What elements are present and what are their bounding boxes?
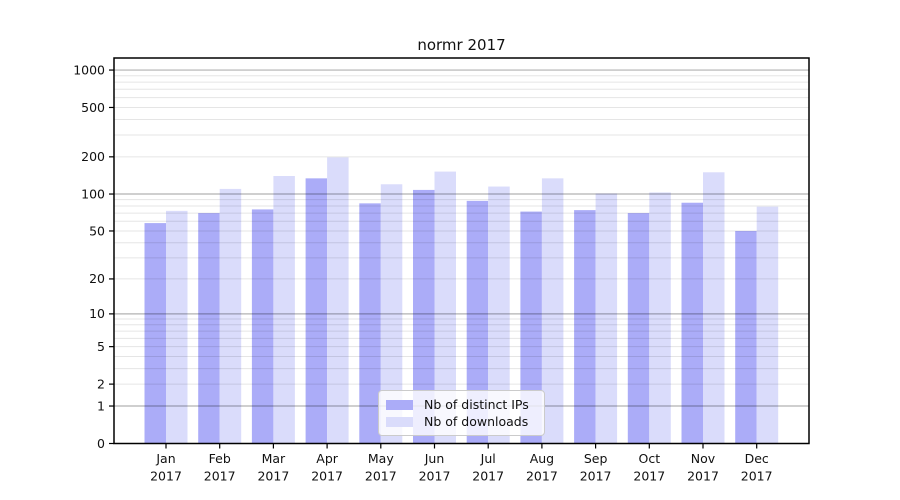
x-tick-label-month: Oct (638, 451, 660, 466)
x-tick-label-year: 2017 (204, 469, 236, 484)
x-tick-label-month: Mar (262, 451, 286, 466)
bar-downloads (756, 206, 779, 444)
x-tick-label-month: Apr (316, 451, 338, 466)
y-tick-label: 10 (89, 306, 105, 321)
legend-label-distinct-ips: Nb of distinct IPs (424, 397, 529, 412)
x-tick-label-month: Jan (155, 451, 175, 466)
legend-label-downloads: Nb of downloads (424, 414, 529, 429)
bar-downloads (434, 171, 456, 444)
y-tick-label: 50 (89, 223, 105, 238)
x-tick-label-month: May (368, 451, 394, 466)
x-tick-label-year: 2017 (257, 469, 289, 484)
x-tick-label-month: Jul (480, 451, 496, 466)
bar-downloads (595, 193, 618, 444)
bar-downloads (327, 157, 349, 444)
x-tick-label-month: Dec (745, 451, 769, 466)
legend-swatch-downloads (386, 416, 413, 427)
x-tick-label-year: 2017 (365, 469, 397, 484)
bar-downloads (703, 172, 725, 444)
bar-downloads (273, 175, 295, 444)
y-tick-label: 5 (97, 339, 105, 354)
legend-swatch-distinct-ips (386, 399, 413, 410)
bar-downloads (219, 188, 242, 444)
chart-title: normr 2017 (417, 36, 506, 54)
y-tick-label: 0 (97, 436, 105, 451)
bar-distinct-ips (144, 223, 166, 444)
y-tick-label: 2 (97, 376, 105, 391)
y-tick-label: 1000 (73, 62, 105, 77)
bar-downloads (541, 178, 564, 444)
x-tick-label-month: Jun (424, 451, 445, 466)
y-tick-label: 500 (81, 100, 105, 115)
x-tick-label-year: 2017 (311, 469, 343, 484)
bar-downloads (488, 186, 510, 444)
x-tick-label-year: 2017 (580, 469, 612, 484)
bar-downloads (166, 210, 188, 444)
bar-distinct-ips (466, 200, 489, 444)
x-tick-label-year: 2017 (526, 469, 558, 484)
y-tick-label: 1 (97, 398, 105, 413)
y-tick-label: 20 (89, 271, 105, 286)
y-tick-label: 100 (81, 186, 105, 201)
bar-distinct-ips (198, 213, 220, 444)
bar-distinct-ips (413, 189, 435, 444)
bar-distinct-ips (627, 213, 650, 444)
x-tick-label-year: 2017 (687, 469, 719, 484)
bar-downloads (649, 192, 671, 444)
legend-item-distinct-ips: Nb of distinct IPs (386, 397, 537, 412)
bar-distinct-ips (574, 210, 596, 444)
x-tick-label-year: 2017 (633, 469, 665, 484)
y-gridlines (114, 69, 809, 407)
legend-item-downloads: Nb of downloads (386, 414, 537, 429)
x-tick-label-year: 2017 (472, 469, 504, 484)
x-tick-label-year: 2017 (150, 469, 182, 484)
legend: Nb of distinct IPs Nb of downloads (378, 390, 545, 436)
bars (144, 157, 779, 444)
bar-distinct-ips (735, 230, 757, 444)
x-tick-label-month: Sep (584, 451, 608, 466)
bar-distinct-ips (359, 203, 381, 444)
bar-downloads (380, 184, 403, 444)
bar-distinct-ips (251, 209, 274, 444)
x-tick-label-month: Nov (691, 451, 716, 466)
x-tick-label-month: Aug (530, 451, 554, 466)
bar-distinct-ips (520, 211, 542, 444)
x-tick-label-year: 2017 (419, 469, 451, 484)
x-tick-label-month: Feb (209, 451, 231, 466)
x-axis-ticks: Jan 2017 Feb 2017 Mar 2017 Apr 2017 May 2017 Jun 20… (150, 443, 773, 484)
plot-frame (113, 57, 810, 445)
x-tick-label-year: 2017 (741, 469, 773, 484)
bar-distinct-ips (681, 202, 703, 444)
y-tick-label: 200 (81, 149, 105, 164)
bar-distinct-ips (305, 178, 328, 444)
